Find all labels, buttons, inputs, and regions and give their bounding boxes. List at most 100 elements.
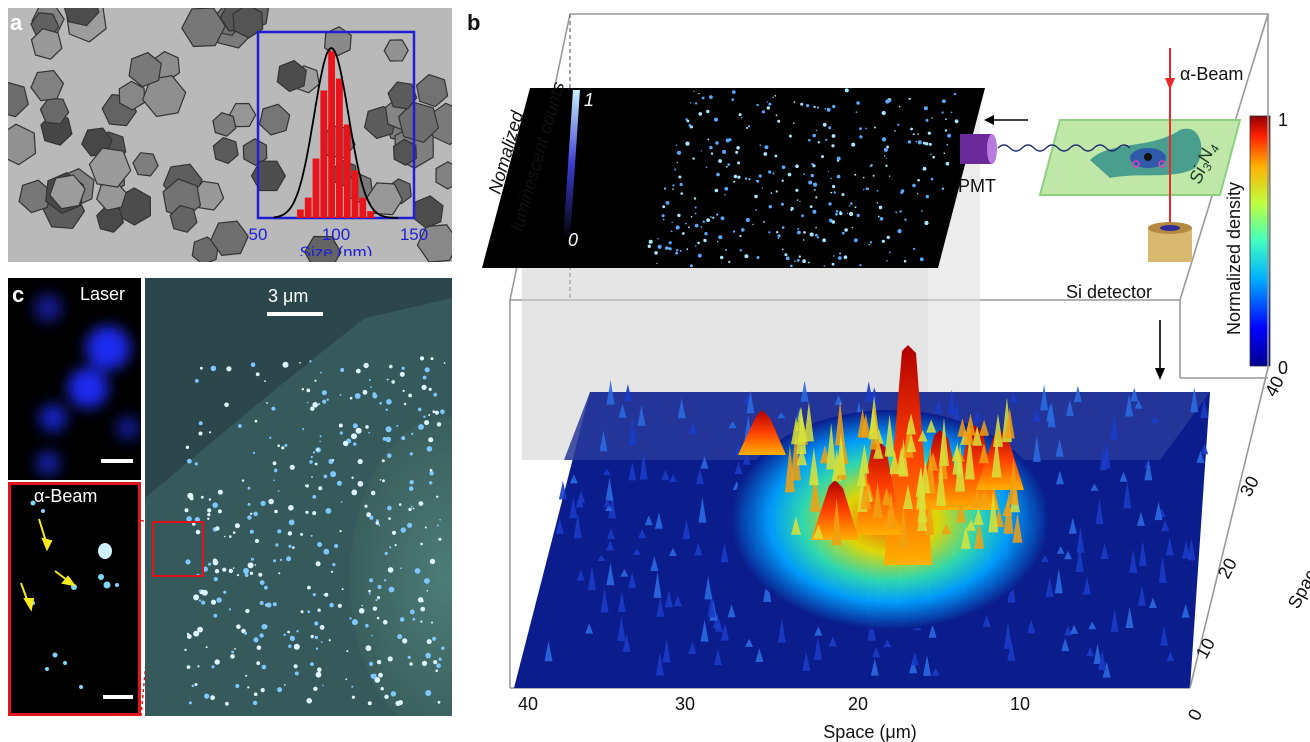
surface-spike [704, 575, 713, 600]
surface-spike [870, 658, 879, 676]
fluor-spot [235, 683, 240, 689]
luminescence-spot [695, 245, 697, 247]
luminescence-spot [806, 104, 810, 108]
panel-b-letter: b [467, 10, 481, 35]
luminescence-spot [716, 172, 720, 177]
fluor-spot [254, 538, 260, 544]
luminescence-spot [679, 249, 682, 252]
luminescence-spot [685, 222, 687, 225]
surface-spike [1154, 501, 1163, 521]
fluor-spot [312, 495, 317, 499]
fluor-spot [320, 641, 323, 643]
fluor-spot [420, 620, 423, 623]
luminescence-spot [761, 110, 765, 114]
luminescence-spot [917, 193, 919, 195]
alpha-scale-bar [103, 695, 133, 699]
surface-spike [1065, 399, 1074, 416]
zoom-box [152, 521, 204, 577]
fluor-spot [309, 460, 313, 464]
surface-spike [628, 462, 637, 481]
luminescence-spot [732, 90, 736, 94]
luminescence-spot [756, 256, 760, 259]
fluor-spot [363, 362, 369, 369]
peak-spike [966, 519, 977, 531]
luminescence-spot [714, 188, 719, 193]
surface-spike [1134, 400, 1143, 409]
surface-spike [1073, 385, 1082, 403]
fluor-spot [409, 480, 414, 485]
luminescence-spot [799, 200, 801, 203]
fluor-spot [243, 631, 248, 635]
fluor-spot [310, 406, 315, 411]
fluor-spot [369, 661, 374, 666]
peak-spike [808, 447, 819, 486]
fluor-spot [314, 635, 318, 640]
nanoparticle [128, 51, 162, 88]
fluor-spot [436, 663, 441, 668]
fluor-spot [249, 529, 254, 534]
hist-xtick-50: 50 [249, 225, 268, 244]
fluor-spot [292, 546, 295, 549]
luminescence-spot [781, 248, 784, 251]
fluor-spot [191, 684, 195, 688]
fluor-spot [198, 599, 202, 602]
fluor-spot [307, 585, 311, 590]
fluor-spot [208, 562, 212, 566]
luminescence-spot [816, 129, 818, 131]
fluor-spot [247, 502, 251, 506]
fluor-spot [256, 645, 262, 650]
luminescence-spot [788, 134, 792, 138]
luminescence-spot [922, 166, 927, 171]
luminescence-spot [739, 234, 742, 238]
peak-spike [924, 497, 935, 535]
fluor-spot [201, 589, 208, 596]
luminescence-spot [705, 166, 708, 169]
luminescence-spot [945, 161, 950, 166]
fluor-spot [368, 431, 371, 434]
fluor-spot [391, 530, 397, 535]
luminescence-spot [843, 255, 848, 259]
fluor-spot [312, 511, 317, 516]
surface-spike [1046, 403, 1055, 422]
luminescence-spot [678, 175, 682, 179]
surface-spike [1182, 540, 1191, 559]
surface-spike [1158, 555, 1167, 584]
nanoparticle [250, 160, 286, 192]
fluor-spot [402, 389, 405, 392]
fluor-spot [357, 458, 363, 465]
fluor-spot [310, 634, 314, 639]
fluor-spot [274, 509, 278, 514]
luminescence-spot [768, 170, 772, 174]
fluor-spot [372, 393, 378, 399]
luminescence-spot [758, 174, 762, 178]
surface-spike [1160, 625, 1169, 646]
luminescence-spot [808, 180, 813, 185]
fluor-spot [245, 608, 250, 614]
nanoparticle [242, 138, 268, 166]
fluor-spot [389, 546, 392, 549]
surface-spike [1166, 651, 1175, 662]
surface-spike [1200, 443, 1209, 455]
y-tick-0: 0 [1184, 706, 1206, 724]
surface-spike [923, 655, 931, 676]
fluor-spot [231, 650, 234, 654]
luminescence-spot [932, 155, 935, 159]
peak-spike [955, 500, 966, 523]
fluor-spot [319, 440, 321, 443]
peak-spike [972, 425, 983, 446]
fluor-spot [420, 542, 423, 546]
luminescence-spot [679, 182, 683, 187]
fluor-spot [287, 630, 290, 634]
fluor-spot [193, 594, 200, 601]
tem-micrograph [8, 8, 452, 262]
luminescence-spot [942, 99, 946, 104]
luminescence-spot [835, 212, 838, 216]
surface-spike [928, 624, 937, 638]
pmt-label: PMT [958, 176, 996, 196]
panel-b-3d-figure: 1 0 Nomalized luminescent counts α-Beam … [482, 13, 1310, 742]
fluor-spot [198, 431, 203, 436]
fluor-spot [310, 455, 313, 459]
luminescence-spot [900, 189, 905, 193]
fluor-spot [217, 489, 223, 495]
luminescence-spot [833, 255, 835, 257]
